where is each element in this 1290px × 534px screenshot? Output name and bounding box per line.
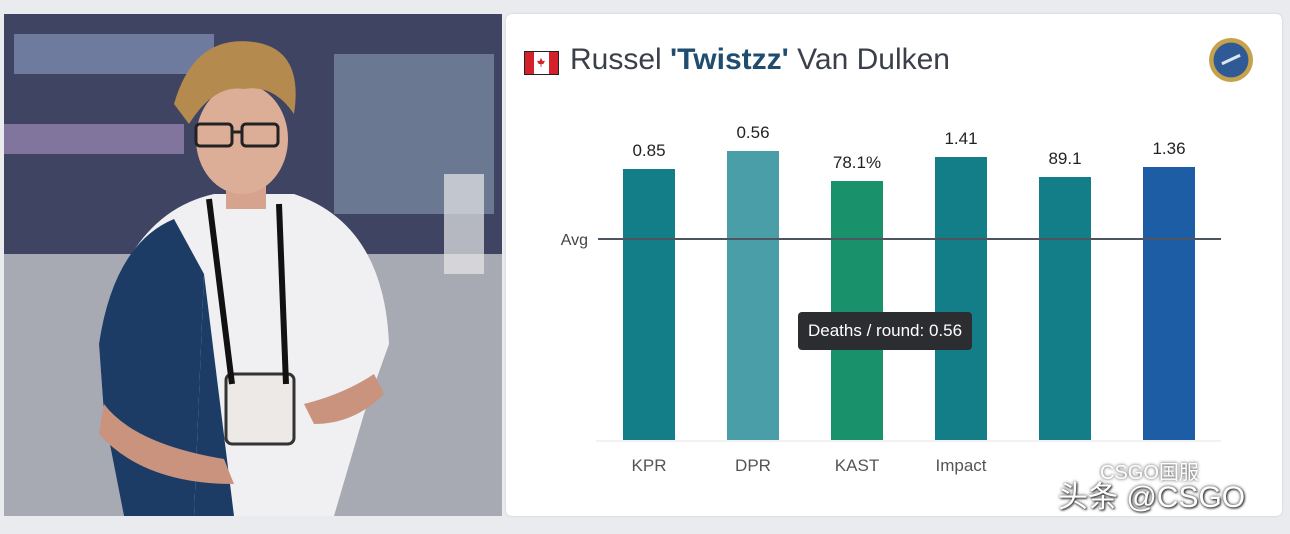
player-last-name: Van Dulken (797, 43, 950, 76)
bar-kpr[interactable] (623, 169, 675, 440)
category-label-kast: KAST (835, 456, 879, 475)
category-label-dpr: DPR (735, 456, 771, 475)
bar-tooltip: Deaths / round: 0.56 (798, 312, 973, 350)
value-label-adr: 89.1 (1048, 149, 1081, 168)
player-first-name: Russel (570, 43, 662, 76)
stats-card: Russel 'Twistzz' Van Dulken 0.85 KPR 0.56 D… (506, 14, 1282, 516)
value-label-dpr: 0.56 (736, 123, 769, 142)
bar-adr[interactable] (1039, 177, 1091, 440)
bar-impact[interactable] (935, 157, 987, 440)
value-label-kpr: 0.85 (632, 141, 665, 160)
player-photo (4, 14, 502, 516)
average-label: Avg (561, 232, 588, 249)
stats-bar-chart: 0.85 KPR 0.56 DPR 78.1% KAST 1.41 Impact 89.1 1.3… (561, 123, 1221, 475)
player-photo-illustration (4, 14, 502, 516)
watermark-sub: CSGO国服 (1100, 462, 1199, 484)
event-badge-icon (1209, 38, 1253, 82)
category-label-kpr: KPR (632, 456, 667, 475)
player-nickname: 'Twistzz' (670, 43, 789, 76)
bar-dpr[interactable] (727, 151, 779, 440)
value-label-impact: 1.41 (944, 129, 977, 148)
watermark: 头条 @CSGO (1058, 481, 1246, 514)
canada-flag-icon (524, 51, 559, 75)
bar-rating[interactable] (1143, 167, 1195, 440)
bar-kast[interactable] (831, 181, 883, 440)
category-label-impact: Impact (935, 456, 986, 475)
value-label-kast: 78.1% (833, 153, 881, 172)
value-label-rating: 1.36 (1152, 139, 1185, 158)
player-name: Russel 'Twistzz' Van Dulken (570, 43, 950, 77)
